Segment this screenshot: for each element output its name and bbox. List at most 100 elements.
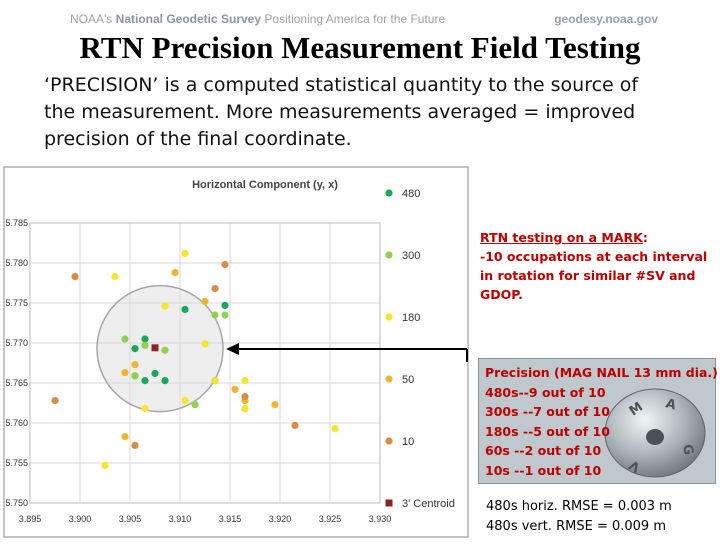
point-180 [331,425,339,433]
point-10 [291,421,299,429]
rmse-results: 480s horiz. RMSE = 0.003 m 480s vert. RM… [486,497,672,537]
svg-text:A: A [664,396,678,413]
y-tick-label: 5.785 [5,218,28,228]
precision-line: 180s --5 out of 10 [485,423,610,439]
legend-label: 10 [402,436,414,448]
centroid-point [151,344,159,352]
point-180 [161,302,169,310]
x-tick-label: 3.925 [319,514,342,524]
legend-label: 50 [402,374,414,386]
legend-label: 300 [402,250,420,262]
precision-line: 300s --7 out of 10 [485,404,610,419]
rtn-heading: RTN testing on a MARK [480,230,643,245]
agency-prefix: NOAA's [70,12,113,26]
legend-label: 3' Centroid [402,498,455,510]
y-tick-label: 5.780 [5,258,28,268]
point-300 [131,372,139,380]
legend: 480 300 180 50 10 3' Centroid [385,188,455,510]
rtn-testing-note: RTN testing on a MARK: -10 occupations a… [480,228,715,304]
point-300 [161,346,169,354]
y-tick-label: 5.770 [5,338,28,348]
y-tick-label: 5.755 [5,458,28,468]
legend-marker [385,375,393,383]
point-10 [131,441,139,449]
x-tick-label: 3.900 [69,514,92,524]
point-300 [191,401,199,409]
rtn-body: -10 occupations at each interval in rota… [480,249,708,302]
legend-marker [385,499,393,507]
point-480 [181,305,189,313]
agency-tagline: Positioning America for the Future [264,12,446,26]
legend-marker [385,189,393,197]
website-link[interactable]: geodesy.noaa.gov [554,12,658,26]
selection-circle-group [96,284,224,413]
rtn-heading-suffix: : [642,230,648,245]
axis-ticks: 5.785 5.780 5.775 5.770 5.765 5.760 5.755 5.750… [5,218,391,524]
x-tick-label: 3.895 [19,514,42,524]
agency-line: NOAA's National Geodetic Survey Position… [70,12,445,26]
agency-name: National Geodetic Survey [115,12,262,26]
svg-text:G: G [679,443,696,456]
rmse-vertical: 480s vert. RMSE = 0.009 m [486,519,667,534]
point-180 [141,405,149,413]
point-50 [201,297,209,305]
precision-lines: Precision (MAG NAIL 13 mm dia.) 480s--9 … [485,363,718,480]
point-300 [141,341,149,349]
point-10 [71,273,79,281]
data-points [51,249,339,469]
precision-line: Precision (MAG NAIL 13 mm dia.) [485,365,718,380]
point-50 [131,361,139,369]
point-480 [131,345,139,353]
precision-line: 60s --2 out of 10 [485,443,602,458]
intro-text: ‘PRECISION’ is a computed statistical qu… [44,74,639,150]
point-180 [241,405,249,413]
y-tick-label: 5.775 [5,298,28,308]
point-50 [121,433,129,441]
precision-line: 10s --1 out of 10 [485,462,602,478]
x-tick-label: 3.905 [119,514,142,524]
point-10 [221,261,229,269]
point-50 [231,385,239,393]
point-10 [51,397,59,405]
point-180 [101,461,109,469]
point-480 [161,377,169,385]
point-480 [221,301,229,309]
point-180 [111,273,119,281]
chart-title: Horizontal Component (y, x) [192,179,338,191]
legend-marker [385,313,393,321]
point-300 [121,335,129,343]
mag-nail-photo: M A G V [604,388,706,478]
legend-marker [385,437,393,445]
y-tick-label: 5.760 [5,418,28,428]
legend-label: 480 [402,188,420,200]
point-180 [241,377,249,385]
scatter-chart: Horizontal Component (y, x) 5.7855.7805.… [0,165,470,540]
y-tick-label: 5.750 [5,498,28,508]
rmse-horizontal: 480s horiz. RMSE = 0.003 m [486,499,672,514]
point-480 [141,377,149,385]
selection-circle [96,284,224,413]
point-180 [211,377,219,385]
x-tick-label: 3.930 [369,514,392,524]
point-300 [221,311,229,319]
point-10 [241,393,249,401]
chart-area: Horizontal Component (y, x) 5.785 5.780 5.… [0,165,470,540]
point-300 [211,311,219,319]
header-banner: NOAA's National Geodetic Survey Position… [0,0,720,34]
x-tick-label: 3.920 [269,514,292,524]
y-tick-label: 5.765 [5,378,28,388]
precision-line: 480s--9 out of 10 [485,384,606,400]
point-480 [141,335,149,343]
point-480 [151,369,159,377]
chart-grid [29,222,381,504]
point-180 [181,397,189,405]
slide-title: RTN Precision Measurement Field Testing [79,30,641,65]
point-180 [181,249,189,257]
point-180 [201,340,209,348]
x-tick-label: 3.915 [219,514,242,524]
point-50 [171,269,179,277]
precision-panel: M A G V Precision (MAG NAIL 13 mm dia.) … [478,358,718,484]
x-tick-label: 3.910 [169,514,192,524]
point-10 [211,285,219,293]
plot-area-border [29,222,381,504]
